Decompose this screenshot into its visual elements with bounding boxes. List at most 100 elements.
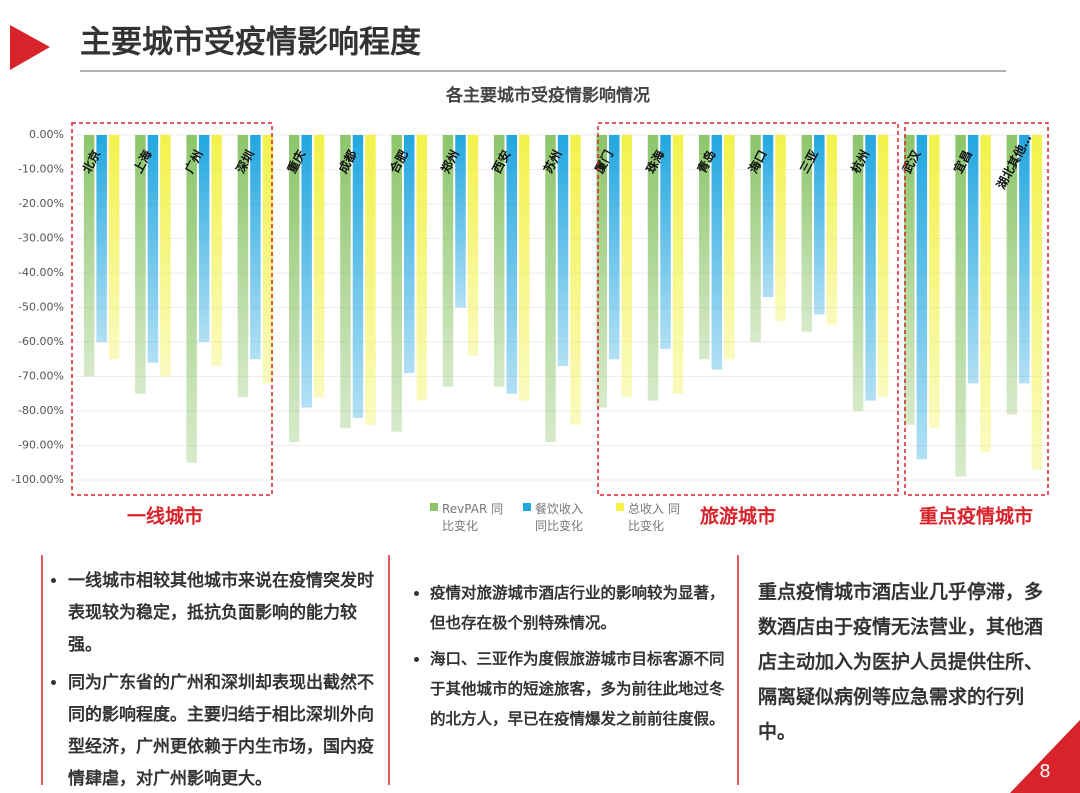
bar <box>96 135 107 342</box>
bar <box>506 135 517 394</box>
bar <box>493 135 505 387</box>
bar <box>801 135 813 332</box>
bar <box>250 135 261 360</box>
bar <box>135 135 146 394</box>
note-right: 重点疫情城市酒店业几乎停滞，多数酒店由于疫情无法营业，其他酒店主动加入为医护人员… <box>758 581 1044 743</box>
bar <box>672 135 684 394</box>
bullet: 同为广东省的广州和深圳却表现出截然不同的影响程度。主要归结于相比深圳外向型经济，… <box>68 667 375 793</box>
bar <box>762 135 774 298</box>
bar <box>1006 135 1018 415</box>
bar <box>340 135 351 429</box>
group-label: 一线城市 <box>127 505 203 528</box>
y-tick-label: -50.00% <box>18 301 64 314</box>
slide-title: 主要城市受疫情影响程度 <box>80 25 421 61</box>
legend-item: 餐饮收入 同比变化 <box>523 500 598 534</box>
legend-label: RevPAR 同比变化 <box>442 502 504 533</box>
y-tick-label: -100.00% <box>11 473 64 486</box>
legend-label: 餐饮收入 同比变化 <box>535 502 584 533</box>
page-number: 8 <box>1039 761 1050 782</box>
bar <box>442 135 454 387</box>
bar <box>904 135 915 425</box>
y-tick-label: -90.00% <box>18 439 64 452</box>
bar <box>826 135 838 325</box>
bar <box>852 135 864 411</box>
group-label: 重点疫情城市 <box>919 505 1033 528</box>
bar <box>570 135 581 425</box>
bullet: 海口、三亚作为度假旅游城市目标客源不同于其他城市的短途旅客，多为前往此地过冬的北… <box>430 644 725 734</box>
legend-item: 总收入 同比变化 <box>616 500 691 534</box>
corner <box>1010 720 1080 793</box>
bar <box>814 135 825 315</box>
y-tick-label: -80.00% <box>18 404 64 417</box>
bar <box>967 135 979 384</box>
group-box <box>71 122 273 496</box>
legend-swatch <box>523 503 531 511</box>
bar <box>83 135 95 377</box>
y-tick-label: -30.00% <box>18 232 64 245</box>
bullet: 一线城市相较其他城市来说在疫情突发时表现较为稳定，抵抗负面影响的能力较强。 <box>68 565 375 661</box>
bar <box>186 135 197 463</box>
chart-title: 各主要城市受疫情影响情况 <box>445 85 650 106</box>
bar <box>775 135 786 322</box>
bullets: 疫情对旅游城市酒店行业的影响较为显著，但也存在极个别特殊情况。海口、三亚作为度假… <box>400 578 725 734</box>
bar <box>916 135 928 460</box>
group-box <box>597 122 899 496</box>
y-tick-label: -10.00% <box>18 163 64 176</box>
y-tick-label: -60.00% <box>18 335 64 348</box>
bar <box>545 135 556 443</box>
bar <box>1031 135 1043 470</box>
bar <box>288 135 300 443</box>
bar <box>865 135 876 401</box>
bar <box>660 135 671 349</box>
bar <box>711 135 723 370</box>
bar <box>108 135 120 360</box>
bar <box>750 135 761 342</box>
bar <box>929 135 940 429</box>
bar <box>647 135 659 401</box>
bar <box>518 135 530 401</box>
y-tick-label: 0.00% <box>29 128 64 141</box>
note-left: 一线城市相较其他城市来说在疫情突发时表现较为稳定，抵抗负面影响的能力较强。同为广… <box>50 565 375 793</box>
note-middle: 疫情对旅游城市酒店行业的影响较为显著，但也存在极个别特殊情况。海口、三亚作为度假… <box>400 578 725 740</box>
bar <box>198 135 210 342</box>
bar <box>724 135 735 360</box>
bar <box>955 135 966 477</box>
bar <box>313 135 325 398</box>
bar <box>557 135 569 367</box>
bar <box>609 135 620 360</box>
y-tick-label: -20.00% <box>18 197 64 210</box>
bar <box>147 135 159 363</box>
group-box <box>904 122 1049 496</box>
bar <box>301 135 312 408</box>
bar <box>403 135 415 374</box>
y-tick-label: -40.00% <box>18 266 64 279</box>
bar <box>352 135 364 418</box>
bar <box>1019 135 1030 384</box>
bullet: 疫情对旅游城市酒店行业的影响较为显著，但也存在极个别特殊情况。 <box>430 578 725 638</box>
bullets: 一线城市相较其他城市来说在疫情突发时表现较为稳定，抵抗负面影响的能力较强。同为广… <box>50 565 375 793</box>
group-label: 旅游城市 <box>700 505 776 528</box>
bar <box>211 135 222 367</box>
bar <box>365 135 376 425</box>
bar <box>160 135 171 377</box>
y-tick-label: -70.00% <box>18 370 64 383</box>
bar <box>699 135 710 360</box>
bar <box>391 135 402 432</box>
bar <box>877 135 889 398</box>
bar <box>416 135 427 401</box>
legend-label: 总收入 同比变化 <box>628 502 680 533</box>
bar <box>621 135 633 398</box>
legend: RevPAR 同比变化 餐饮收入 同比变化 总收入 同比变化 <box>430 500 691 534</box>
title-marker <box>10 25 50 70</box>
bar <box>467 135 479 356</box>
legend-swatch <box>430 503 438 511</box>
bar <box>596 135 608 408</box>
bar <box>455 135 466 308</box>
bar <box>262 135 274 384</box>
bar <box>237 135 249 398</box>
bar <box>980 135 991 453</box>
legend-swatch <box>616 503 624 511</box>
legend-item: RevPAR 同比变化 <box>430 500 505 534</box>
